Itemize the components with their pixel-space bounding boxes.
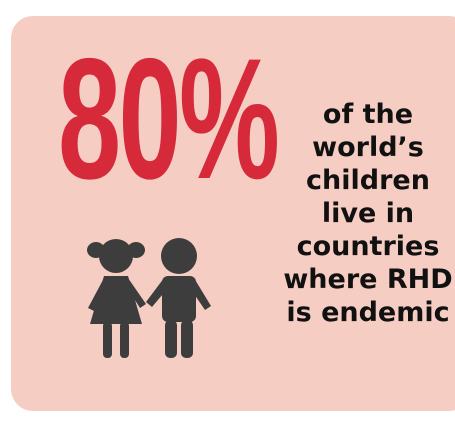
stat-card [11, 16, 455, 411]
stat-value: 80% [58, 23, 280, 215]
boy-leg-left [165, 320, 177, 358]
boy-torso [162, 276, 196, 322]
caption-line: world’s [312, 132, 424, 163]
children-icon [87, 238, 211, 358]
girl-arm-left [88, 278, 108, 311]
caption-line: of the [322, 99, 414, 130]
stat-caption: of the world’s children live in countrie… [283, 98, 453, 329]
caption-line: is endemic [286, 297, 450, 328]
caption-line: children [306, 165, 430, 196]
caption-line: live in [321, 198, 415, 229]
girl-arm-right [126, 278, 146, 308]
boy-leg-right [181, 320, 193, 358]
boy-arm-right [190, 278, 211, 310]
boy-arm-left [146, 278, 168, 307]
girl-leg-left [103, 322, 112, 358]
girl-head [99, 239, 133, 273]
caption-line: countries [296, 231, 440, 262]
caption-line: where RHD [283, 264, 453, 295]
boy-head [161, 238, 197, 274]
girl-leg-right [120, 322, 129, 358]
